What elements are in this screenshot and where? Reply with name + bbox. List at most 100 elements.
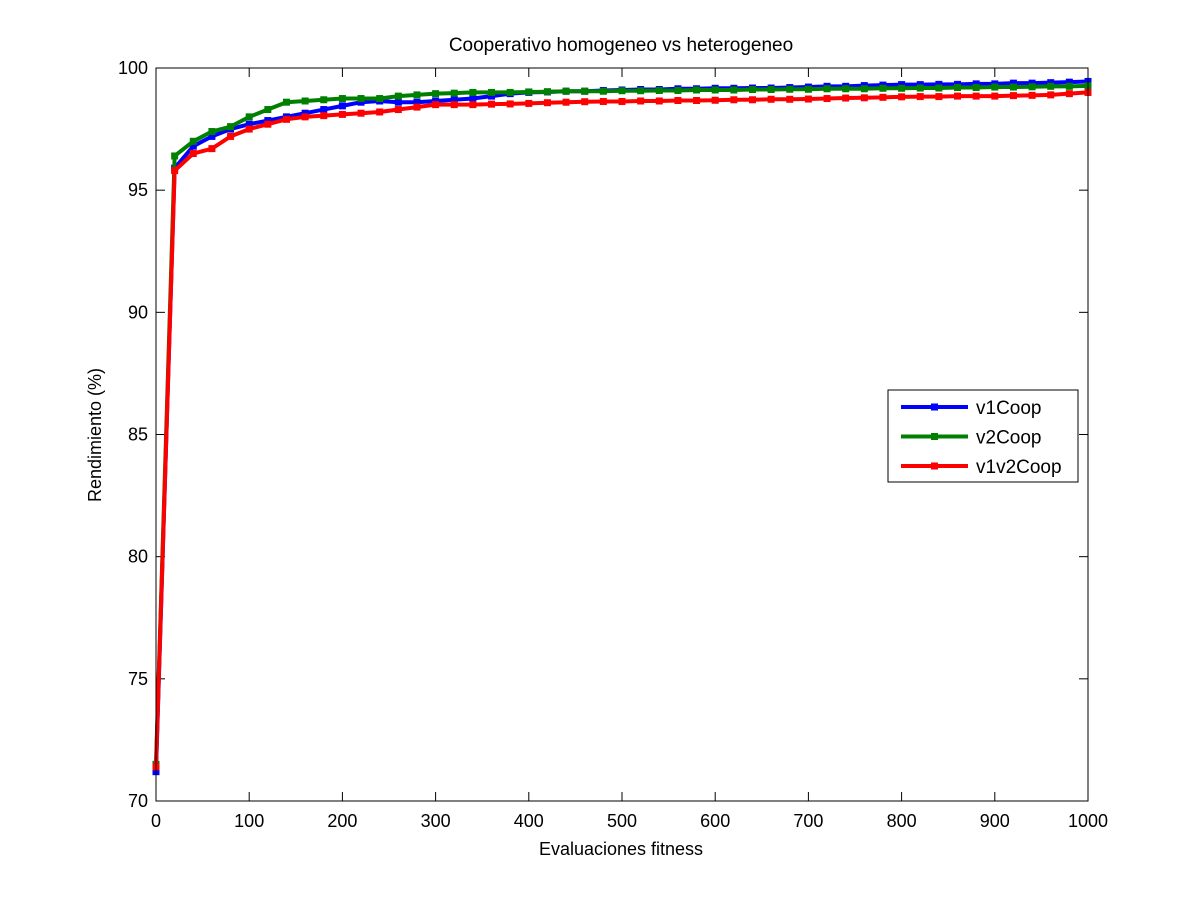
data-point xyxy=(767,95,775,103)
data-point xyxy=(1009,83,1017,91)
data-point xyxy=(301,97,309,105)
data-point xyxy=(991,92,999,100)
data-point xyxy=(469,88,477,96)
data-point xyxy=(227,132,235,140)
data-point xyxy=(618,97,626,105)
y-tick-label: 85 xyxy=(128,425,148,445)
data-point xyxy=(320,96,328,104)
data-point xyxy=(432,97,440,105)
data-point xyxy=(823,95,831,103)
x-tick-label: 200 xyxy=(327,811,357,831)
data-point xyxy=(488,88,496,96)
data-point xyxy=(189,142,197,150)
data-point xyxy=(320,112,328,120)
data-point xyxy=(804,95,812,103)
y-tick-label: 95 xyxy=(128,180,148,200)
data-point xyxy=(898,81,906,89)
data-point xyxy=(413,91,421,99)
chart-title: Cooperativo homogeneo vs heterogeneo xyxy=(449,35,793,56)
data-point xyxy=(469,101,477,109)
data-point xyxy=(394,106,402,114)
data-point xyxy=(1009,92,1017,100)
data-point xyxy=(748,86,756,94)
data-point xyxy=(581,98,589,106)
data-point xyxy=(860,85,868,93)
data-point xyxy=(432,90,440,98)
series-layer xyxy=(152,77,1092,776)
data-point xyxy=(916,84,924,92)
data-point xyxy=(879,84,887,92)
data-point xyxy=(916,93,924,101)
data-point xyxy=(208,128,216,136)
data-point xyxy=(525,99,533,107)
x-axis-label: Evaluaciones fitness xyxy=(539,839,703,859)
data-point xyxy=(954,92,962,100)
x-tick-label: 500 xyxy=(607,811,637,831)
data-point xyxy=(842,85,850,93)
data-point xyxy=(413,103,421,111)
data-point xyxy=(432,101,440,109)
data-point xyxy=(301,109,309,117)
data-point xyxy=(338,102,346,110)
data-point xyxy=(1065,90,1073,98)
data-point xyxy=(338,95,346,103)
data-point xyxy=(935,93,943,101)
data-point xyxy=(1009,79,1017,87)
series-v1v2Coop xyxy=(152,88,1092,771)
y-tick-label: 90 xyxy=(128,302,148,322)
data-point xyxy=(804,85,812,93)
data-point xyxy=(618,87,626,95)
data-point xyxy=(376,95,384,103)
data-point xyxy=(972,92,980,100)
data-point xyxy=(245,113,253,121)
data-point xyxy=(954,84,962,92)
x-axis-ticks: 0 100 200 300 400 500 600 700 800 900 1000 xyxy=(151,68,1108,831)
data-point xyxy=(655,97,663,105)
data-point xyxy=(767,86,775,94)
x-tick-label: 800 xyxy=(887,811,917,831)
data-point xyxy=(450,101,458,109)
data-point xyxy=(264,117,272,125)
data-point xyxy=(1028,83,1036,91)
data-point xyxy=(972,84,980,92)
data-point xyxy=(506,88,514,96)
data-point xyxy=(823,85,831,93)
data-point xyxy=(898,84,906,92)
data-point xyxy=(543,88,551,96)
data-point xyxy=(599,87,607,95)
data-point xyxy=(1047,82,1055,90)
legend-item: v2Coop xyxy=(901,428,1042,449)
data-point xyxy=(245,120,253,128)
data-point xyxy=(1047,79,1055,87)
data-point xyxy=(730,96,738,104)
data-point xyxy=(488,92,496,100)
x-tick-label: 600 xyxy=(700,811,730,831)
data-point xyxy=(171,152,179,160)
data-point xyxy=(935,84,943,92)
data-point xyxy=(357,109,365,117)
legend-label: v1Coop xyxy=(976,398,1042,419)
legend-item: v1v2Coop xyxy=(901,457,1062,478)
data-point xyxy=(581,87,589,95)
data-point xyxy=(488,100,496,108)
data-point xyxy=(655,86,663,94)
data-point xyxy=(674,96,682,104)
data-point xyxy=(301,113,309,121)
x-tick-label: 300 xyxy=(421,811,451,831)
x-tick-label: 700 xyxy=(793,811,823,831)
y-tick-label: 80 xyxy=(128,547,148,567)
x-tick-label: 100 xyxy=(234,811,264,831)
data-point xyxy=(748,96,756,104)
data-point xyxy=(208,132,216,140)
data-point xyxy=(860,94,868,102)
data-point xyxy=(991,83,999,91)
data-point xyxy=(637,97,645,105)
legend-label: v2Coop xyxy=(976,428,1042,449)
legend-item: v1Coop xyxy=(901,398,1042,419)
y-axis-ticks: 70 75 80 85 90 95 100 xyxy=(118,58,1088,811)
data-point xyxy=(189,137,197,145)
y-axis-label: Rendimiento (%) xyxy=(85,368,105,502)
data-point xyxy=(245,125,253,133)
data-point xyxy=(227,123,235,131)
